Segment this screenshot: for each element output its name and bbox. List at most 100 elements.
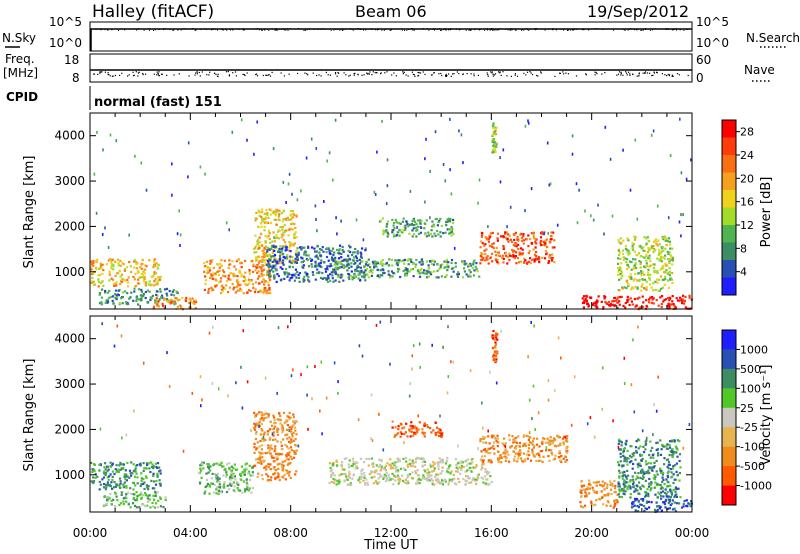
heatmap-cell — [661, 286, 665, 289]
heatmap-cell — [487, 262, 490, 265]
heatmap-cell — [260, 414, 264, 417]
heatmap-cell — [201, 462, 204, 465]
heatmap-cell — [652, 282, 655, 285]
heatmap-cell — [210, 273, 213, 276]
heatmap-cell — [316, 264, 319, 268]
heatmap-cell — [502, 244, 505, 248]
heatmap-cell — [474, 466, 477, 469]
heatmap-cell — [484, 455, 487, 458]
heatmap-cell — [379, 463, 382, 467]
heatmap-cell — [423, 460, 427, 463]
heatmap-cell — [423, 272, 426, 275]
heatmap-cell — [467, 462, 470, 465]
heatmap-cell — [655, 484, 658, 487]
heatmap-cell — [418, 261, 421, 264]
heatmap-cell — [108, 497, 111, 500]
heatmap-cell — [659, 467, 662, 470]
power-cells — [90, 117, 693, 311]
heatmap-cell — [235, 279, 238, 282]
heatmap-cell — [272, 431, 275, 434]
heatmap-cell — [260, 208, 264, 211]
heatmap-cell — [314, 260, 317, 263]
heatmap-cell — [632, 462, 635, 466]
heatmap-cell — [132, 463, 135, 466]
heatmap-cell — [641, 283, 644, 286]
noise-dot — [645, 28, 646, 29]
heatmap-cell — [275, 476, 278, 479]
heatmap-cell — [544, 249, 548, 253]
heatmap-cell — [680, 213, 682, 217]
heatmap-cell — [304, 251, 308, 254]
heatmap-cell — [533, 253, 536, 256]
heatmap-cell — [398, 228, 401, 231]
heatmap-cell — [357, 273, 360, 276]
heatmap-cell — [264, 259, 267, 262]
heatmap-cell — [389, 274, 392, 277]
heatmap-cell — [169, 302, 172, 305]
heatmap-cell — [582, 488, 585, 491]
heatmap-cell — [476, 476, 479, 479]
heatmap-cell — [629, 273, 632, 276]
heatmap-cell — [655, 238, 658, 241]
heatmap-cell — [688, 294, 691, 297]
heatmap-cell — [631, 286, 634, 289]
nave-dot — [500, 74, 502, 76]
heatmap-cell — [647, 239, 650, 242]
heatmap-cell — [457, 271, 460, 274]
heatmap-cell — [134, 484, 137, 487]
heatmap-cell — [316, 245, 319, 248]
noise-dot — [458, 29, 460, 31]
heatmap-cell — [451, 480, 454, 483]
noise-dot — [474, 29, 476, 31]
nave-dot — [242, 73, 244, 75]
heatmap-cell — [666, 250, 669, 253]
heatmap-cell — [210, 286, 213, 289]
nave-dot — [195, 72, 197, 74]
heatmap-cell — [291, 435, 294, 438]
heatmap-cell — [336, 232, 338, 236]
noise-dot — [107, 29, 109, 31]
heatmap-cell — [666, 272, 669, 275]
heatmap-cell — [162, 506, 165, 509]
heatmap-cell — [475, 478, 478, 481]
heatmap-cell — [638, 279, 641, 282]
heatmap-cell — [105, 483, 108, 486]
heatmap-cell — [276, 433, 280, 436]
heatmap-cell — [339, 262, 342, 265]
noise-dot — [259, 29, 261, 31]
heatmap-cell — [624, 247, 627, 250]
heatmap-cell — [300, 248, 303, 251]
heatmap-cell — [223, 486, 226, 489]
heatmap-cell — [458, 480, 461, 484]
heatmap-cell — [264, 439, 267, 442]
heatmap-cell — [482, 435, 485, 438]
heatmap-cell — [415, 235, 418, 238]
heatmap-cell — [354, 275, 357, 278]
nave-dot — [671, 74, 673, 76]
noise-dot — [256, 28, 258, 30]
nave-dot — [142, 73, 144, 76]
heatmap-cell — [363, 472, 366, 475]
heatmap-cell — [376, 472, 379, 475]
heatmap-cell — [251, 283, 255, 286]
heatmap-cell — [665, 243, 668, 247]
noise-dot — [177, 29, 179, 31]
heatmap-cell — [670, 278, 673, 281]
heatmap-cell — [464, 470, 467, 473]
nave-dot — [462, 73, 464, 75]
heatmap-cell — [292, 244, 295, 247]
heatmap-cell — [384, 263, 387, 266]
heatmap-cell — [578, 188, 580, 192]
heatmap-cell — [329, 467, 332, 470]
heatmap-cell — [156, 474, 159, 477]
heatmap-cell — [652, 302, 655, 305]
heatmap-cell — [336, 480, 339, 483]
heatmap-cell — [344, 472, 347, 476]
heatmap-cell — [253, 290, 257, 294]
heatmap-cell — [446, 228, 449, 231]
heatmap-cell — [112, 265, 115, 268]
heatmap-cell — [444, 462, 447, 465]
heatmap-cell — [205, 478, 208, 481]
heatmap-cell — [230, 484, 233, 487]
nave-dot — [246, 72, 248, 74]
